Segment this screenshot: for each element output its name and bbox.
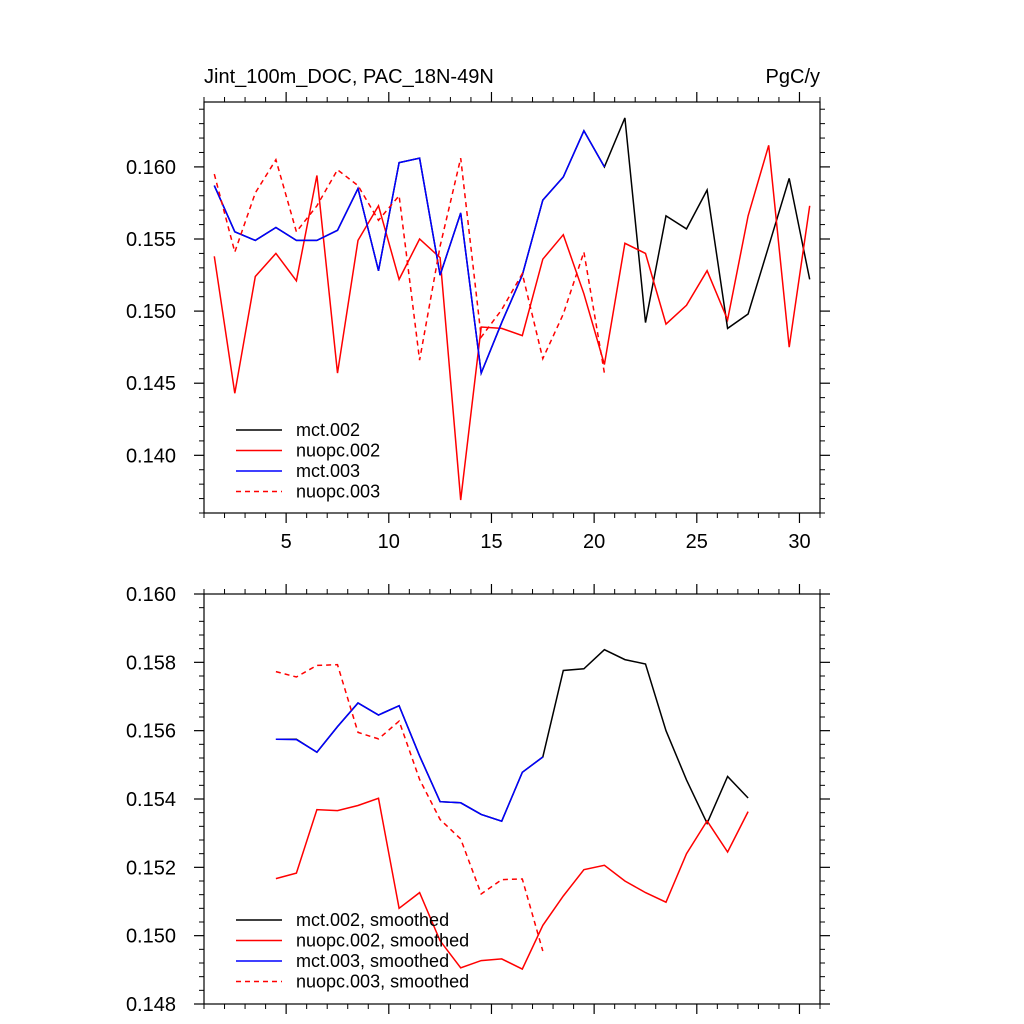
x-tick-label: 30	[788, 531, 810, 553]
x-tick-label: 10	[378, 531, 400, 553]
y-tick-label: 0.155	[126, 229, 176, 251]
legend-label: nuopc.003	[296, 482, 380, 502]
axis-ticks: 5 10 15 20 25 30 0.140 0.145 0.150 0.155 0.160	[126, 92, 830, 553]
series-line-mct-003-smoothed	[275, 702, 544, 823]
x-tick-label: 20	[583, 531, 605, 553]
top-panel: Jint_100m_DOC, PAC_18N-49N PgC/y 5 10 15 20…	[126, 66, 830, 553]
series-line-nuopc-003-smoothed	[275, 663, 544, 952]
x-tick-label: 25	[686, 531, 708, 553]
legend-label: nuopc.003, smoothed	[296, 972, 469, 992]
y-tick-label: 0.140	[126, 445, 176, 467]
chart-title: Jint_100m_DOC, PAC_18N-49N	[204, 66, 494, 88]
series-line-nuopc-002-smoothed	[275, 797, 749, 971]
x-tick-label: 5	[281, 531, 292, 553]
y-tick-label: 0.160	[126, 584, 176, 606]
y-tick-label: 0.160	[126, 157, 176, 179]
legend-label: mct.003, smoothed	[296, 951, 449, 971]
series-line-nuopc-002	[213, 145, 811, 501]
series-layer	[213, 117, 811, 501]
y-tick-label: 0.150	[126, 926, 176, 948]
x-tick-label: 15	[480, 531, 502, 553]
y-tick-label: 0.145	[126, 373, 176, 395]
legend-label: mct.003	[296, 461, 360, 481]
y-tick-label: 0.158	[126, 652, 176, 674]
legend-label: mct.002, smoothed	[296, 910, 449, 930]
legend-label: mct.002	[296, 420, 360, 440]
y-tick-label: 0.150	[126, 301, 176, 323]
y-tick-label: 0.154	[126, 789, 176, 811]
legend-label: nuopc.002	[296, 441, 380, 461]
y-tick-label: 0.148	[126, 994, 176, 1016]
bottom-panel: 0.148 0.150 0.152 0.154 0.156 0.158 0.160 mct.…	[126, 584, 830, 1016]
y-tick-label: 0.152	[126, 857, 176, 879]
units-label: PgC/y	[766, 66, 820, 88]
axis-ticks: 0.148 0.150 0.152 0.154 0.156 0.158 0.160	[126, 584, 830, 1016]
legend-label: nuopc.002, smoothed	[296, 931, 469, 951]
series-line-nuopc-003	[213, 157, 606, 374]
series-line-mct-003	[213, 129, 606, 377]
series-layer	[275, 648, 749, 971]
y-tick-label: 0.156	[126, 721, 176, 743]
